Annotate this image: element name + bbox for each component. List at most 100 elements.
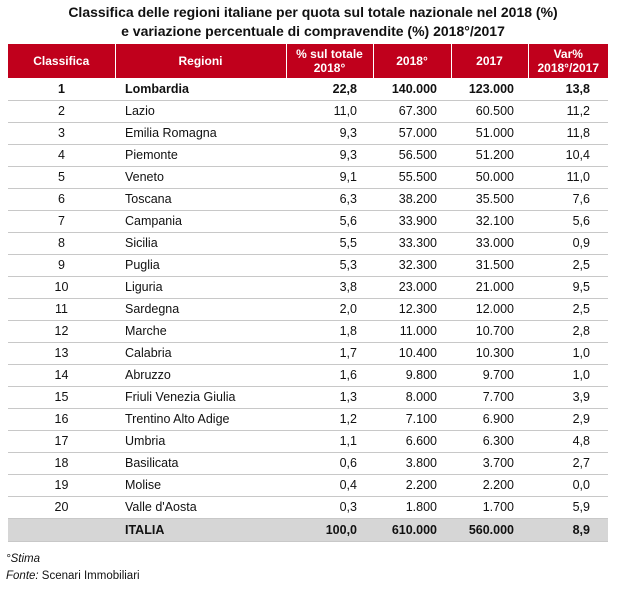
row-share: 1,2 <box>286 408 373 431</box>
table-row: 2 Lazio 11,0 67.300 60.500 11,2 <box>8 100 608 123</box>
row-share: 1,8 <box>286 320 373 343</box>
row-2017: 32.100 <box>451 210 528 233</box>
row-region: Molise <box>115 474 286 497</box>
table-row: 5 Veneto 9,1 55.500 50.000 11,0 <box>8 166 608 189</box>
row-var: 13,8 <box>528 78 608 101</box>
row-region: Calabria <box>115 342 286 365</box>
row-share: 2,0 <box>286 298 373 321</box>
row-region: Piemonte <box>115 144 286 167</box>
row-rank: 13 <box>8 342 115 365</box>
row-2017: 2.200 <box>451 474 528 497</box>
row-2018: 12.300 <box>373 298 451 321</box>
row-share: 5,6 <box>286 210 373 233</box>
row-region: Lombardia <box>115 78 286 101</box>
row-2017: 31.500 <box>451 254 528 277</box>
row-rank: 10 <box>8 276 115 299</box>
row-rank: 8 <box>8 232 115 255</box>
table-row: 1 Lombardia 22,8 140.000 123.000 13,8 <box>8 78 608 101</box>
row-2017: 50.000 <box>451 166 528 189</box>
row-2017: 6.900 <box>451 408 528 431</box>
row-var: 11,2 <box>528 100 608 123</box>
row-rank: 6 <box>8 188 115 211</box>
row-2018: 140.000 <box>373 78 451 101</box>
row-rank: 7 <box>8 210 115 233</box>
row-2017: 12.000 <box>451 298 528 321</box>
row-var: 11,0 <box>528 166 608 189</box>
row-rank: 4 <box>8 144 115 167</box>
row-rank: 11 <box>8 298 115 321</box>
table-row: 15 Friuli Venezia Giulia 1,3 8.000 7.700 3,9 <box>8 386 608 409</box>
row-share: 11,0 <box>286 100 373 123</box>
row-2017: 7.700 <box>451 386 528 409</box>
row-share: 9,1 <box>286 166 373 189</box>
title-line-1: Classifica delle regioni italiane per qu… <box>68 4 558 20</box>
row-2018: 55.500 <box>373 166 451 189</box>
row-rank: 14 <box>8 364 115 387</box>
row-share: 9,3 <box>286 122 373 145</box>
header-region: Regioni <box>115 44 287 78</box>
source-note: Fonte: Scenari Immobiliari <box>6 568 140 585</box>
row-2017: 33.000 <box>451 232 528 255</box>
header-var-line2: 2018°/2017 <box>537 61 600 75</box>
row-2017: 6.300 <box>451 430 528 453</box>
row-var: 5,9 <box>528 496 608 519</box>
row-var: 3,9 <box>528 386 608 409</box>
header-share-line2: 2018° <box>313 61 346 75</box>
row-region: Marche <box>115 320 286 343</box>
row-2018: 10.400 <box>373 342 451 365</box>
row-2018: 56.500 <box>373 144 451 167</box>
row-rank: 5 <box>8 166 115 189</box>
footnotes: °Stima Fonte: Scenari Immobiliari <box>6 551 140 585</box>
row-var: 10,4 <box>528 144 608 167</box>
row-rank: 20 <box>8 496 115 519</box>
row-share: 5,3 <box>286 254 373 277</box>
row-region: Puglia <box>115 254 286 277</box>
row-region: Toscana <box>115 188 286 211</box>
header-share-line1: % sul totale <box>296 47 363 61</box>
row-var: 0,0 <box>528 474 608 497</box>
row-2018: 11.000 <box>373 320 451 343</box>
row-share: 22,8 <box>286 78 373 101</box>
table-row: 20 Valle d'Aosta 0,3 1.800 1.700 5,9 <box>8 496 608 519</box>
row-2017: 51.200 <box>451 144 528 167</box>
row-2018: 2.200 <box>373 474 451 497</box>
table-row: 6 Toscana 6,3 38.200 35.500 7,6 <box>8 188 608 211</box>
row-2017: 10.300 <box>451 342 528 365</box>
table-row: 18 Basilicata 0,6 3.800 3.700 2,7 <box>8 452 608 475</box>
row-region: Umbria <box>115 430 286 453</box>
row-var: 2,5 <box>528 254 608 277</box>
row-region: Basilicata <box>115 452 286 475</box>
table-row: 10 Liguria 3,8 23.000 21.000 9,5 <box>8 276 608 299</box>
row-share: 1,3 <box>286 386 373 409</box>
row-region: Liguria <box>115 276 286 299</box>
row-var: 7,6 <box>528 188 608 211</box>
row-region: Abruzzo <box>115 364 286 387</box>
total-share: 100,0 <box>286 518 373 542</box>
row-var: 11,8 <box>528 122 608 145</box>
row-share: 1,7 <box>286 342 373 365</box>
row-var: 4,8 <box>528 430 608 453</box>
table-row: 3 Emilia Romagna 9,3 57.000 51.000 11,8 <box>8 122 608 145</box>
table-row: 12 Marche 1,8 11.000 10.700 2,8 <box>8 320 608 343</box>
row-rank: 9 <box>8 254 115 277</box>
row-2018: 3.800 <box>373 452 451 475</box>
total-region: ITALIA <box>115 518 286 542</box>
row-share: 0,3 <box>286 496 373 519</box>
estimate-note: °Stima <box>6 553 40 565</box>
row-2018: 9.800 <box>373 364 451 387</box>
row-var: 2,5 <box>528 298 608 321</box>
table-row: 7 Campania 5,6 33.900 32.100 5,6 <box>8 210 608 233</box>
row-2018: 38.200 <box>373 188 451 211</box>
row-var: 5,6 <box>528 210 608 233</box>
header-var-line1: Var% <box>553 47 583 61</box>
row-rank: 16 <box>8 408 115 431</box>
row-share: 0,6 <box>286 452 373 475</box>
row-2017: 21.000 <box>451 276 528 299</box>
row-share: 9,3 <box>286 144 373 167</box>
row-region: Sicilia <box>115 232 286 255</box>
row-2017: 3.700 <box>451 452 528 475</box>
table-row: 11 Sardegna 2,0 12.300 12.000 2,5 <box>8 298 608 321</box>
row-2017: 123.000 <box>451 78 528 101</box>
row-2018: 57.000 <box>373 122 451 145</box>
header-row: Classifica Regioni % sul totale 2018° 201… <box>8 44 608 78</box>
